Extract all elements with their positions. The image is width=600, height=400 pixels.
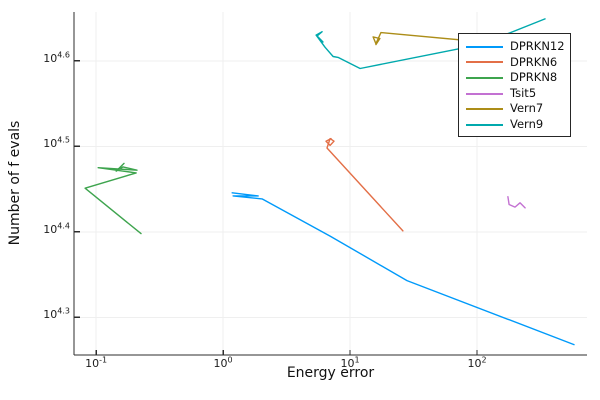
series-line-DPRKN12 bbox=[231, 192, 575, 346]
legend-entry-Vern9: Vern9 bbox=[466, 117, 570, 133]
legend-line-sample bbox=[466, 123, 503, 126]
legend-entry-DPRKN8: DPRKN8 bbox=[466, 70, 570, 86]
legend-label: DPRKN12 bbox=[510, 39, 565, 54]
legend-label: Vern7 bbox=[510, 101, 544, 116]
tick-label: 104.4 bbox=[43, 221, 70, 236]
legend-label: DPRKN6 bbox=[510, 54, 558, 69]
tick-label: 10-1 bbox=[85, 355, 108, 370]
legend-label: DPRKN8 bbox=[510, 70, 558, 85]
legend-line-sample bbox=[466, 76, 503, 79]
legend-label: Vern9 bbox=[510, 117, 544, 132]
legend-label: Tsit5 bbox=[510, 85, 537, 100]
y-axis-label: Number of f evals bbox=[7, 120, 23, 246]
legend-entry-DPRKN12: DPRKN12 bbox=[466, 39, 570, 55]
series-line-Vern7 bbox=[372, 31, 521, 47]
tick-label: 104.5 bbox=[43, 135, 70, 151]
legend-line-sample bbox=[466, 45, 503, 48]
legend-entry-Tsit5: Tsit5 bbox=[466, 86, 570, 102]
tick-label: 104.6 bbox=[43, 50, 70, 65]
series-line-DPRKN8 bbox=[84, 162, 142, 235]
series-line-Vern9 bbox=[315, 18, 546, 70]
tick-label: 104.3 bbox=[43, 306, 70, 322]
legend-line-sample bbox=[466, 61, 503, 64]
tick-label: 101 bbox=[340, 355, 360, 370]
series-line-DPRKN6 bbox=[325, 137, 404, 232]
x-axis-label: Energy error bbox=[286, 365, 375, 381]
legend-entry-DPRKN6: DPRKN6 bbox=[466, 55, 570, 71]
legend-line-sample bbox=[466, 92, 503, 95]
tick-label: 100 bbox=[213, 355, 233, 370]
legend-line-sample bbox=[466, 108, 503, 111]
legend-entry-Vern7: Vern7 bbox=[466, 101, 570, 117]
tick-label: 102 bbox=[467, 355, 487, 370]
series-line-Tsit5 bbox=[507, 195, 526, 209]
legend: DPRKN12 DPRKN6 DPRKN8 Tsit5 Vern7 Vern9 bbox=[458, 33, 571, 137]
